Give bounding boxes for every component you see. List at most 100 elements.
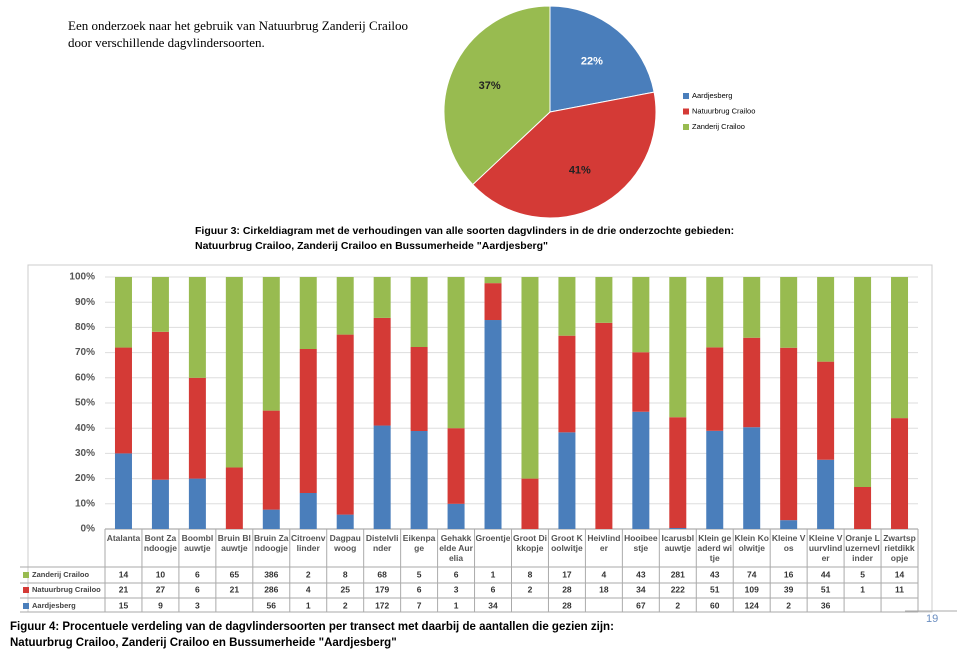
table-cell: 36: [821, 600, 831, 610]
x-tick-label: Groot Koolwitje: [551, 533, 583, 553]
intro-line: door verschillende dagvlindersoorten.: [68, 35, 265, 50]
bar-segment: [632, 411, 650, 529]
table-cell: 51: [710, 584, 720, 594]
slice-label: 22%: [581, 55, 603, 67]
slice-label: 37%: [479, 80, 501, 92]
bar-segment: [780, 277, 798, 348]
bar-segment: [225, 467, 243, 529]
bar-segment: [632, 352, 650, 412]
table-cell: 74: [747, 569, 757, 579]
bar-segment: [188, 277, 206, 378]
bar-segment: [817, 361, 835, 460]
figure-caption: Natuurbrug Crailoo, Zanderij Crailoo en …: [195, 240, 548, 252]
y-tick-label: 50%: [75, 398, 95, 409]
table-cell: 5: [860, 569, 865, 579]
bar-segment: [743, 427, 761, 529]
legend-swatch: [23, 587, 29, 593]
table-cell: 2: [528, 584, 533, 594]
table-cell: 44: [821, 569, 831, 579]
bar-segment: [114, 277, 132, 348]
table-cell: 2: [786, 600, 791, 610]
table-cell: 1: [454, 600, 459, 610]
bar-segment: [336, 334, 354, 515]
bar-segment: [891, 277, 909, 419]
bar-segment: [262, 509, 280, 529]
x-tick-label: Citroenvlinder: [291, 533, 326, 553]
bar-segment: [114, 453, 132, 529]
x-tick-label: Bruin Zandoogje: [254, 533, 289, 553]
x-tick-label: Dagpauwoog: [329, 533, 361, 553]
bar-segment: [299, 349, 317, 493]
bar-segment: [521, 277, 539, 479]
y-tick-label: 100%: [69, 272, 95, 283]
legend-label: Aardjesberg: [692, 91, 732, 100]
legend-swatch: [683, 124, 689, 130]
bar-segment: [447, 503, 465, 529]
table-cell: 1: [306, 600, 311, 610]
page-number: 19: [926, 613, 938, 625]
intro-line: Een onderzoek naar het gebruik van Natuu…: [68, 18, 408, 33]
bar-segment: [373, 317, 391, 426]
table-cell: 4: [306, 584, 311, 594]
bar-segment: [336, 514, 354, 529]
table-cell: 6: [195, 584, 200, 594]
bar-segment: [595, 322, 613, 529]
bar-segment: [484, 283, 502, 321]
table-cell: 25: [340, 584, 350, 594]
bar-segment: [817, 459, 835, 529]
table-cell: 386: [264, 569, 278, 579]
table-cell: 4: [602, 569, 607, 579]
bar-segment: [743, 337, 761, 428]
table-cell: 15: [119, 600, 129, 610]
x-tick-label: Zwartsprietdikkopje: [883, 533, 916, 563]
legend-label: Natuurbrug Crailoo: [32, 585, 101, 594]
bar-segment: [669, 528, 687, 529]
bar-segment: [669, 417, 687, 529]
y-tick-label: 90%: [75, 297, 95, 308]
bar-segment: [854, 487, 872, 529]
bar-segment: [595, 277, 613, 323]
table-cell: 3: [195, 600, 200, 610]
table-cell: 21: [230, 584, 240, 594]
bar-segment: [188, 377, 206, 479]
figure-caption: Natuurbrug Crailoo, Zanderij Crailoo en …: [10, 637, 397, 649]
table-cell: 27: [156, 584, 166, 594]
legend-swatch: [23, 603, 29, 609]
figure-caption: Figuur 4: Procentuele verdeling van de d…: [10, 621, 614, 633]
legend-swatch: [683, 93, 689, 99]
y-tick-label: 30%: [75, 448, 95, 459]
table-cell: 11: [895, 584, 904, 594]
legend-swatch: [23, 572, 29, 578]
bar-segment: [225, 277, 243, 468]
bar-segment: [558, 277, 576, 336]
table-cell: 8: [528, 569, 533, 579]
figure-caption: Figuur 3: Cirkeldiagram met de verhoudin…: [195, 225, 734, 237]
table-cell: 8: [343, 569, 348, 579]
x-tick-label: Groentje: [475, 533, 511, 543]
x-tick-label: Bont Zandoogje: [143, 533, 177, 553]
table-cell: 56: [267, 600, 277, 610]
y-tick-label: 0%: [81, 524, 96, 535]
bar-segment: [891, 418, 909, 529]
bar-segment: [151, 479, 169, 529]
x-tick-label: Kleine Vuurvlinder: [808, 533, 843, 563]
pie-slice: [443, 5, 551, 186]
table-cell: 14: [895, 569, 905, 579]
x-tick-label: Hooibeestje: [624, 533, 658, 553]
bar-segment: [151, 331, 169, 480]
bar-segment: [484, 277, 502, 284]
table-cell: 43: [636, 569, 646, 579]
bar-segment: [410, 347, 428, 431]
table-cell: 179: [375, 584, 389, 594]
bar-segment: [706, 277, 724, 348]
y-tick-label: 40%: [75, 423, 95, 434]
legend-label: Zanderij Crailoo: [692, 122, 745, 131]
x-tick-label: Atalanta: [106, 533, 141, 543]
legend-label: Zanderij Crailoo: [32, 570, 90, 579]
y-tick-label: 80%: [75, 322, 95, 333]
x-tick-label: Distelvlinder: [365, 533, 399, 553]
x-tick-label: Oranje Luzernevlinder: [845, 533, 880, 563]
slice-label: 41%: [569, 164, 591, 176]
table-cell: 21: [119, 584, 129, 594]
